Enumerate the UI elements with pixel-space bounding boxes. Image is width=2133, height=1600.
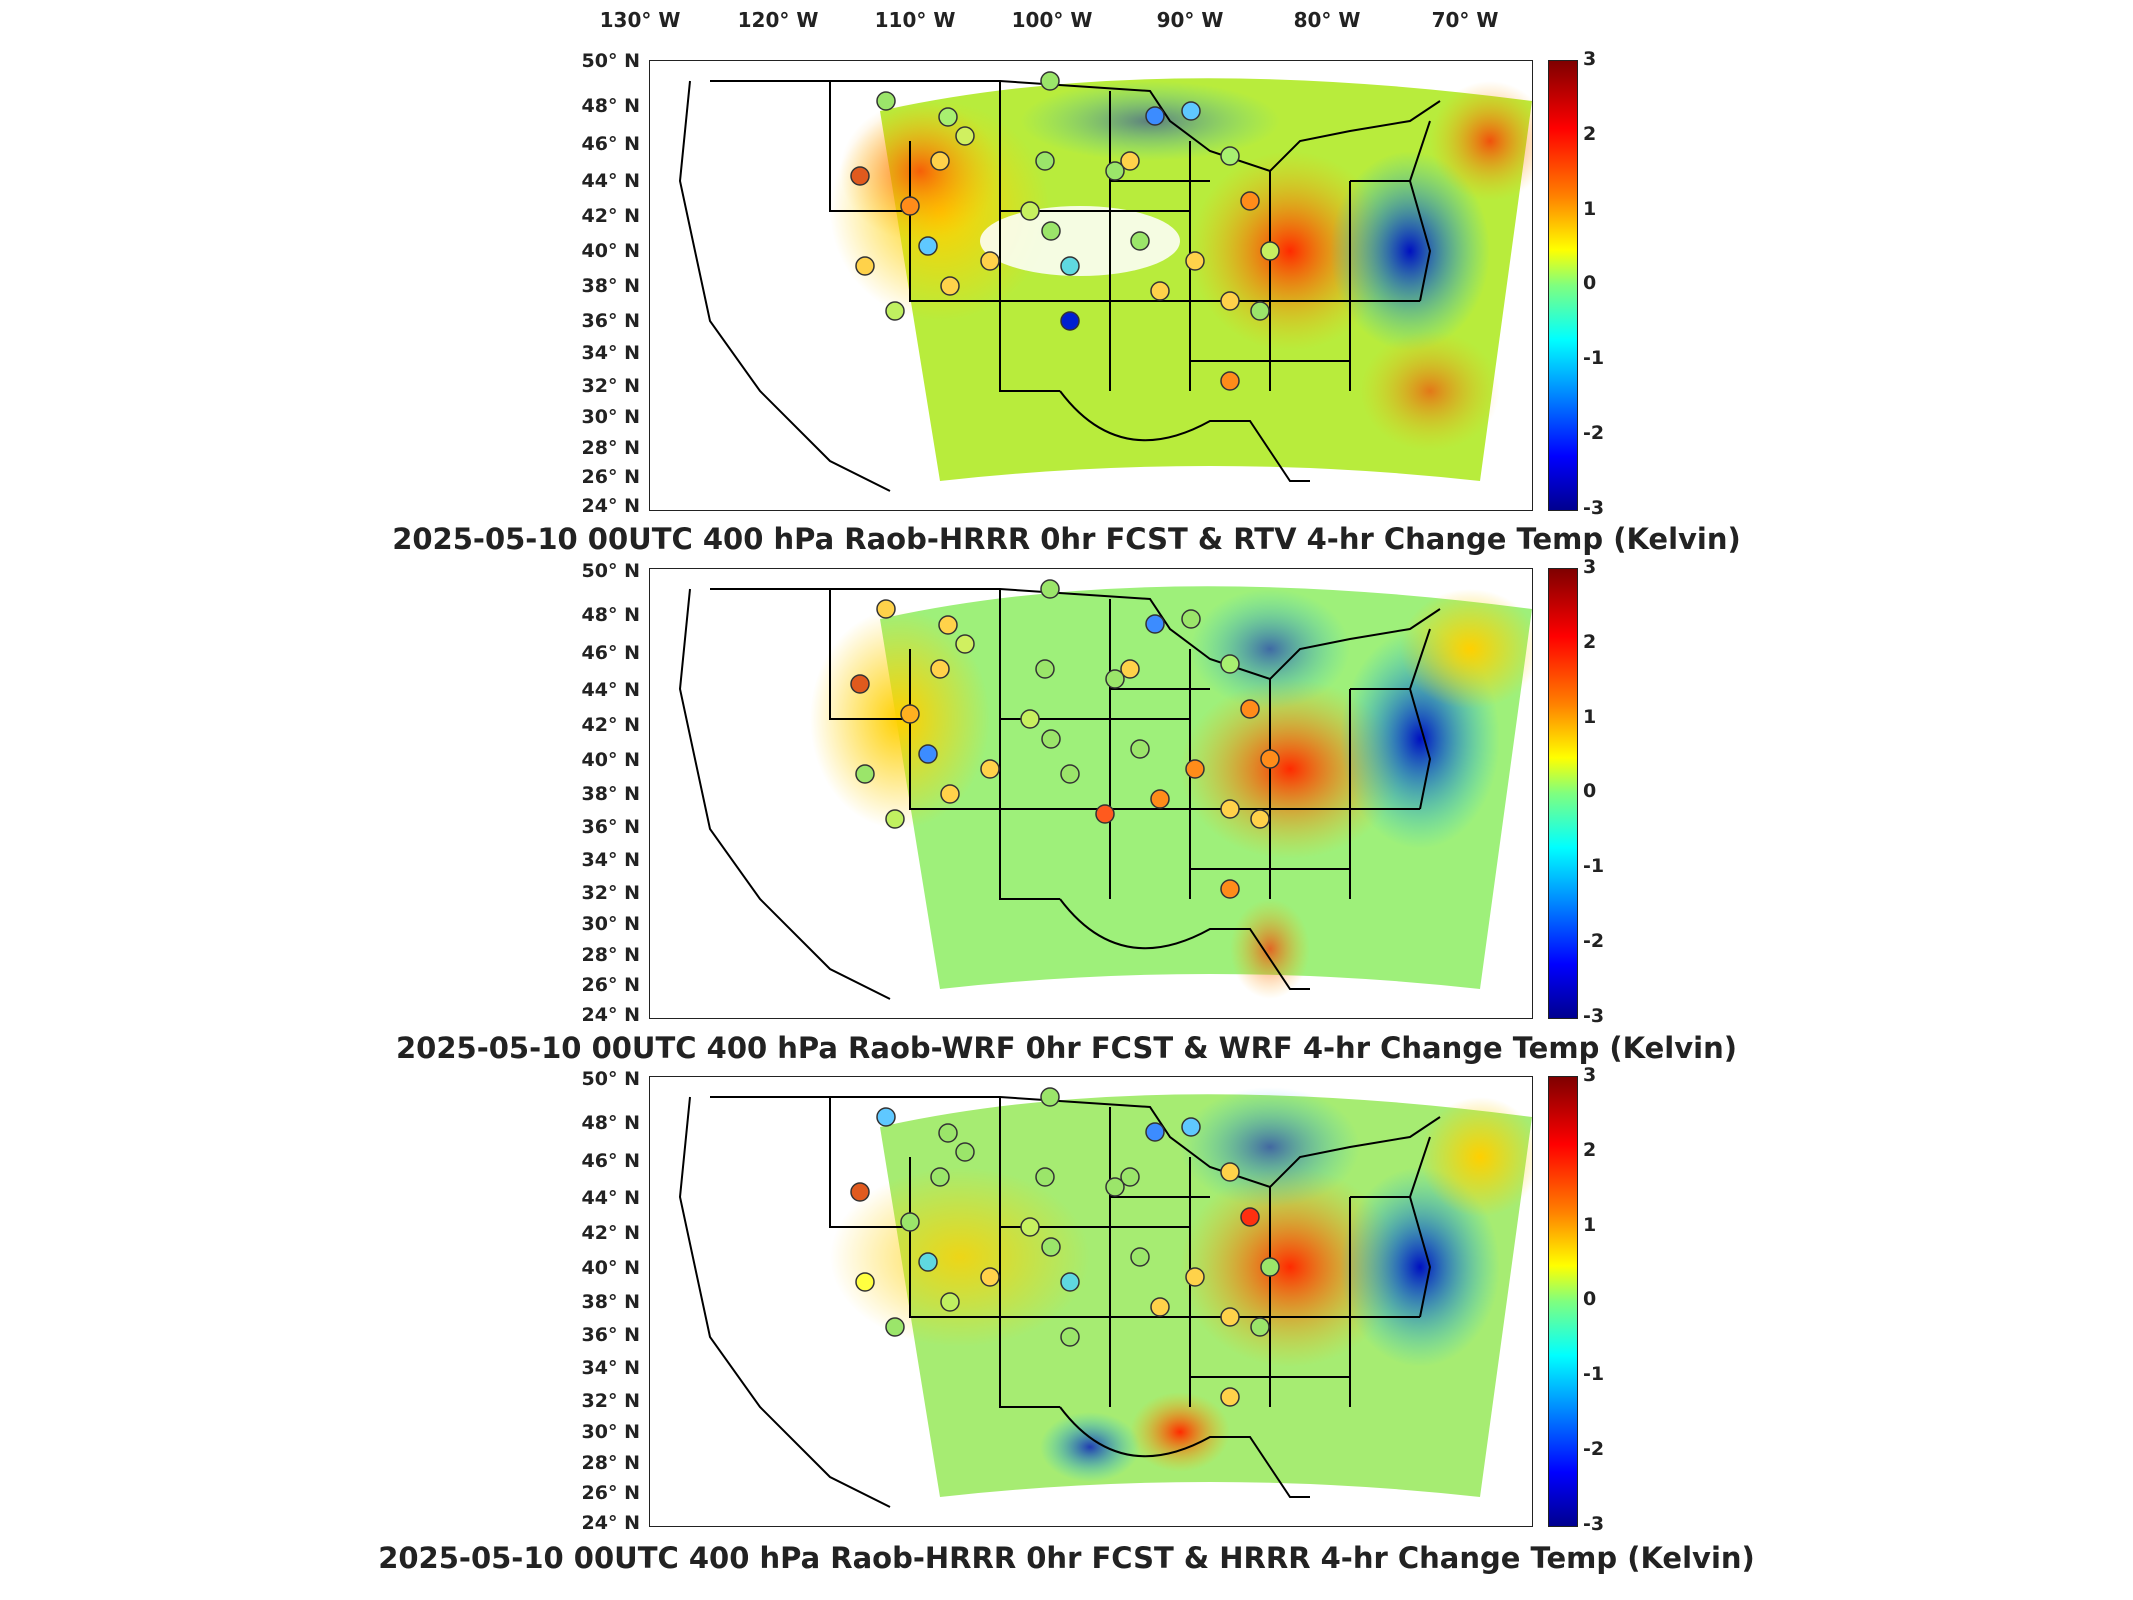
lat-label: 32° N [581, 1390, 640, 1412]
lat-label: 24° N [581, 495, 640, 517]
raob-stations [850, 579, 1280, 899]
lon-label: 80° W [1293, 8, 1361, 32]
colorbar-tick: -1 [1583, 855, 1605, 877]
temperature-change-map [678, 71, 1532, 492]
panel-title: 2025-05-10 00UTC 400 hPa Raob-HRRR 0hr F… [392, 522, 1741, 556]
colorbar-tick: 2 [1583, 123, 1597, 145]
temperature-change-map [678, 579, 1532, 1000]
lat-label: 38° N [581, 783, 640, 805]
colorbar-tick: 0 [1583, 780, 1597, 802]
colorbar-tick: -3 [1583, 1513, 1605, 1535]
lon-label: 130° W [599, 8, 681, 32]
lat-label: 34° N [581, 1357, 640, 1379]
colorbar-tick: -3 [1583, 1005, 1605, 1027]
colorbar-tick: 1 [1583, 198, 1597, 220]
colorbar [1548, 60, 1578, 511]
lat-label: 46° N [581, 133, 640, 155]
lat-label: 38° N [581, 1291, 640, 1313]
missing-data-area [980, 206, 1180, 276]
colorbar-tick: 1 [1583, 706, 1597, 728]
cold-anomaly [1040, 1412, 1140, 1482]
lat-label: 40° N [581, 240, 640, 262]
colorbar [1548, 1076, 1578, 1527]
lat-label: 40° N [581, 1257, 640, 1279]
lat-label: 36° N [581, 816, 640, 838]
lat-label: 48° N [581, 604, 640, 626]
raob-stations [850, 71, 1280, 391]
lat-label: 28° N [581, 1452, 640, 1474]
lat-label: 32° N [581, 375, 640, 397]
lat-label: 46° N [581, 642, 640, 664]
lat-label: 40° N [581, 749, 640, 771]
colorbar-tick: -2 [1583, 422, 1605, 444]
lat-label: 26° N [581, 974, 640, 996]
colorbar-tick: -1 [1583, 347, 1605, 369]
warm-anomaly [1430, 81, 1532, 201]
colorbar [1548, 568, 1578, 1019]
warm-anomaly [1400, 589, 1532, 709]
lat-label: 28° N [581, 944, 640, 966]
lon-label: 100° W [1011, 8, 1093, 32]
state-boundaries [678, 588, 1441, 1000]
lat-label: 26° N [581, 1482, 640, 1504]
lon-label: 90° W [1156, 8, 1224, 32]
lat-label: 38° N [581, 275, 640, 297]
lat-label: 44° N [581, 170, 640, 192]
lat-label: 50° N [581, 1068, 640, 1090]
panel-title: 2025-05-10 00UTC 400 hPa Raob-HRRR 0hr F… [378, 1541, 1755, 1575]
panel-title: 2025-05-10 00UTC 400 hPa Raob-WRF 0hr FC… [395, 1031, 1737, 1065]
lat-label: 30° N [581, 406, 640, 428]
colorbar-tick: 0 [1583, 1288, 1597, 1310]
colorbar-tick: 3 [1583, 1064, 1597, 1086]
lon-label: 120° W [737, 8, 819, 32]
lat-label: 34° N [581, 849, 640, 871]
warm-anomaly [1230, 899, 1310, 999]
lat-label: 48° N [581, 95, 640, 117]
colorbar-tick: -3 [1583, 497, 1605, 519]
lat-label: 28° N [581, 437, 640, 459]
lat-label: 46° N [581, 1150, 640, 1172]
colorbar-tick: -2 [1583, 1438, 1605, 1460]
map-plot-area [649, 568, 1533, 1019]
lat-label: 24° N [581, 1004, 640, 1026]
warm-anomaly [1130, 1392, 1230, 1472]
colorbar-tick: 3 [1583, 48, 1597, 70]
lat-label: 42° N [581, 1222, 640, 1244]
lat-label: 44° N [581, 679, 640, 701]
colorbar-tick: 2 [1583, 631, 1597, 653]
warm-anomaly [1360, 331, 1500, 451]
raob-stations [850, 1087, 1280, 1407]
lat-label: 42° N [581, 205, 640, 227]
colorbar-tick: -1 [1583, 1363, 1605, 1385]
lat-label: 34° N [581, 342, 640, 364]
lat-label: 36° N [581, 1324, 640, 1346]
lat-label: 44° N [581, 1187, 640, 1209]
map-plot-area [649, 1076, 1533, 1527]
lat-label: 24° N [581, 1512, 640, 1534]
warm-anomaly [1420, 1097, 1532, 1217]
lat-label: 42° N [581, 714, 640, 736]
colorbar-tick: -2 [1583, 930, 1605, 952]
colorbar-tick: 0 [1583, 272, 1597, 294]
lat-label: 50° N [581, 50, 640, 72]
lat-label: 26° N [581, 466, 640, 488]
colorbar-tick: 1 [1583, 1214, 1597, 1236]
map-plot-area [649, 60, 1533, 511]
lat-label: 48° N [581, 1112, 640, 1134]
colorbar-tick: 3 [1583, 556, 1597, 578]
lon-label: 70° W [1431, 8, 1499, 32]
temperature-change-map [678, 1087, 1532, 1508]
state-boundaries [678, 80, 1441, 492]
lat-label: 36° N [581, 310, 640, 332]
lat-label: 32° N [581, 882, 640, 904]
colorbar-tick: 2 [1583, 1139, 1597, 1161]
lon-label: 110° W [874, 8, 956, 32]
lat-label: 30° N [581, 1421, 640, 1443]
lat-label: 30° N [581, 913, 640, 935]
warm-anomaly [830, 1167, 1090, 1347]
cold-anomaly [1190, 589, 1350, 709]
lat-label: 50° N [581, 560, 640, 582]
